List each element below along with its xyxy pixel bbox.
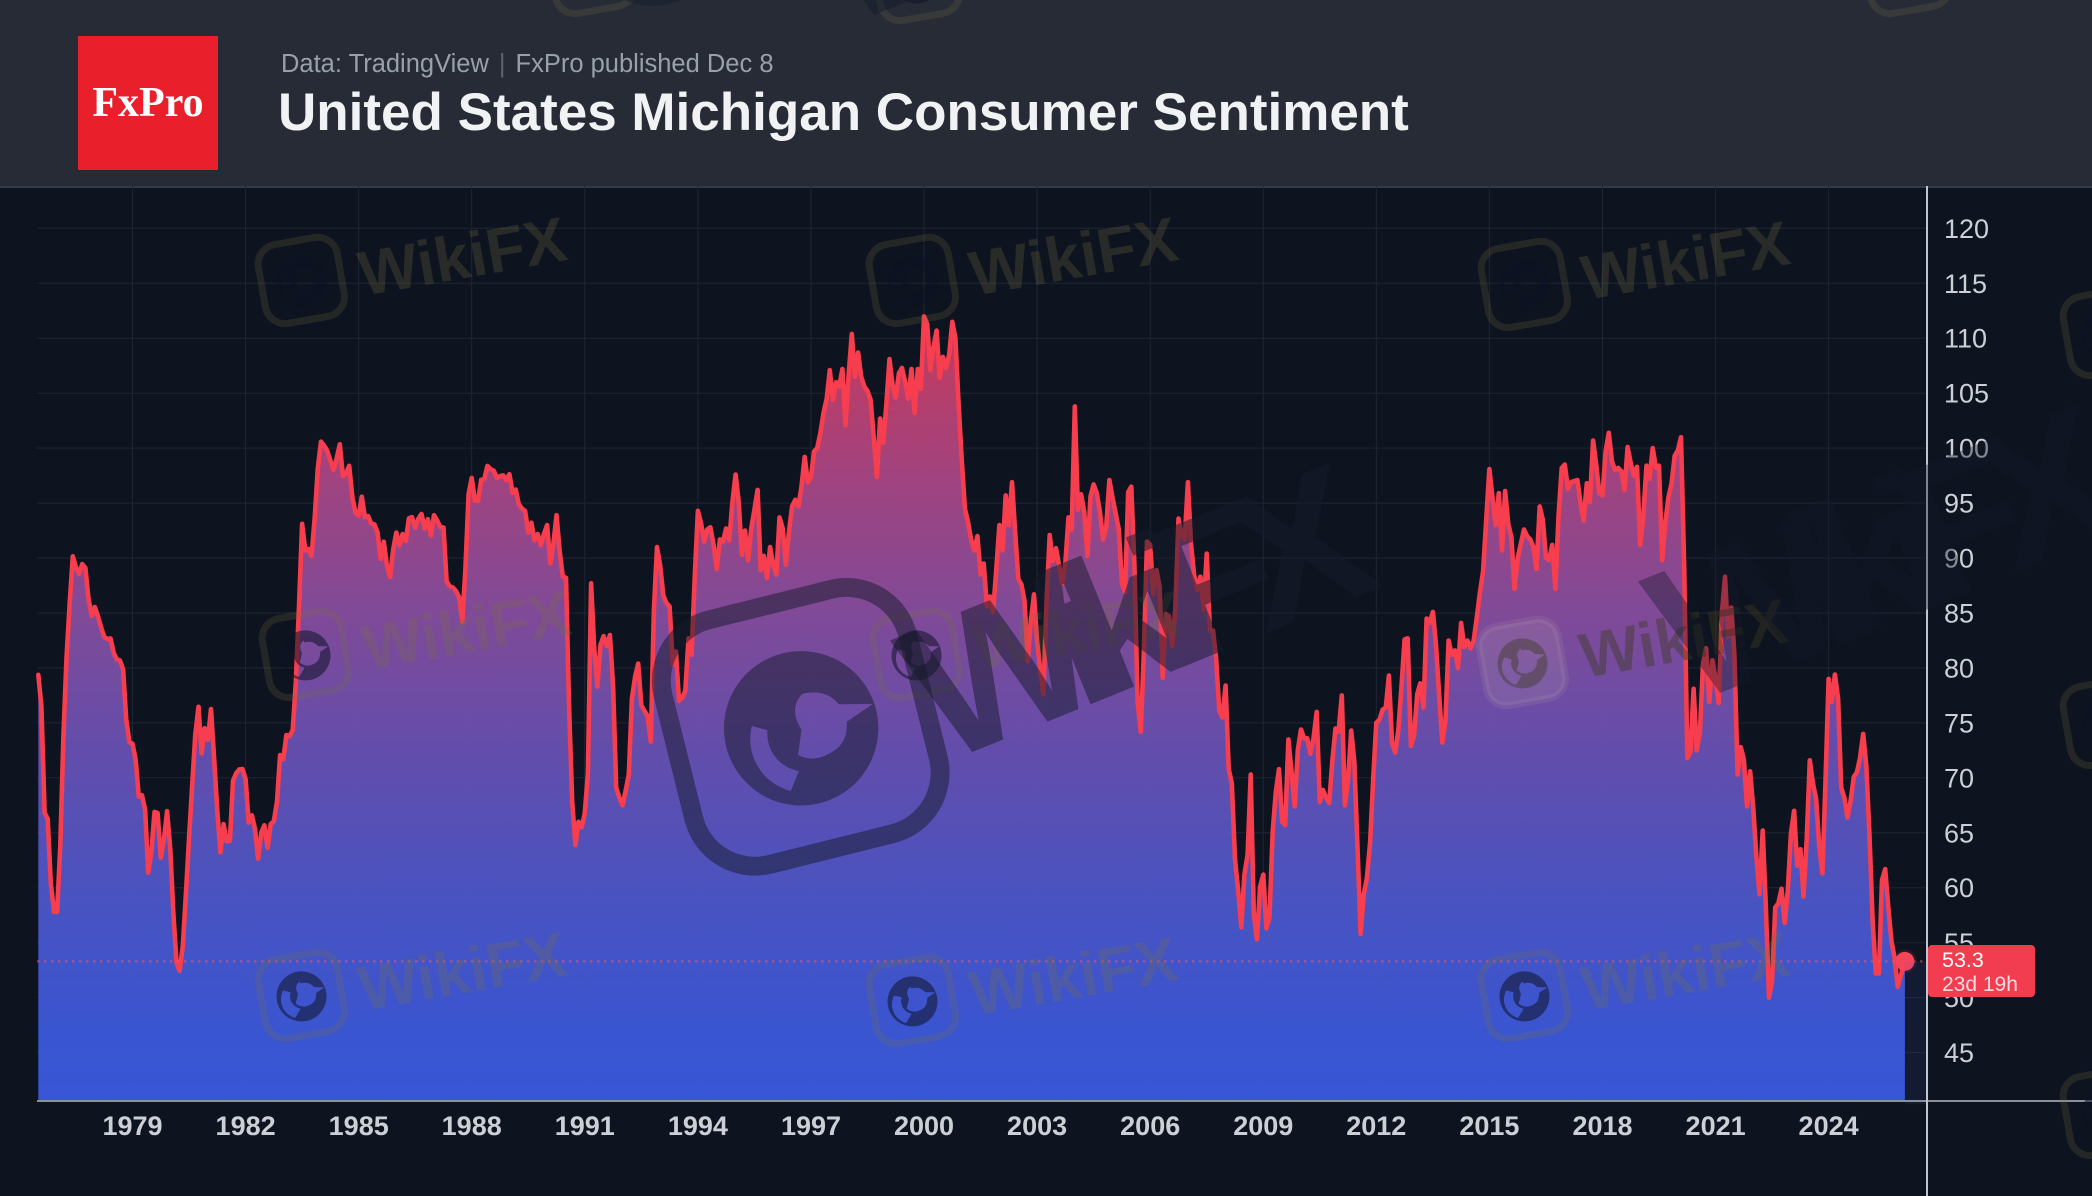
svg-text:75: 75 <box>1944 708 1974 738</box>
svg-text:WikiFX: WikiFX <box>776 0 1303 67</box>
svg-text:1988: 1988 <box>442 1111 502 1141</box>
svg-text:WikiFX: WikiFX <box>1622 363 2092 745</box>
svg-text:80: 80 <box>1944 653 1974 683</box>
svg-text:2003: 2003 <box>1007 1111 1067 1141</box>
svg-text:2024: 2024 <box>1799 1111 1859 1141</box>
svg-text:90: 90 <box>1944 544 1974 574</box>
svg-text:23d 19h: 23d 19h <box>1942 973 2018 996</box>
svg-text:60: 60 <box>1944 873 1974 903</box>
svg-text:53.3: 53.3 <box>1942 948 1984 972</box>
svg-text:95: 95 <box>1944 489 1974 519</box>
svg-text:2015: 2015 <box>1459 1111 1519 1141</box>
svg-text:70: 70 <box>1944 763 1974 793</box>
svg-text:1994: 1994 <box>668 1111 728 1141</box>
svg-text:100: 100 <box>1944 434 1989 464</box>
svg-text:1997: 1997 <box>781 1111 841 1141</box>
svg-text:2012: 2012 <box>1346 1111 1406 1141</box>
svg-text:85: 85 <box>1944 599 1974 629</box>
svg-text:45: 45 <box>1944 1038 1974 1068</box>
svg-text:2021: 2021 <box>1686 1111 1746 1141</box>
svg-text:1991: 1991 <box>555 1111 615 1141</box>
svg-text:105: 105 <box>1944 379 1989 409</box>
svg-text:115: 115 <box>1944 269 1987 299</box>
svg-text:1982: 1982 <box>216 1111 276 1141</box>
svg-text:120: 120 <box>1944 214 1989 244</box>
svg-text:65: 65 <box>1944 818 1974 848</box>
svg-text:2009: 2009 <box>1233 1111 1293 1141</box>
svg-text:110: 110 <box>1944 324 1987 354</box>
svg-text:2018: 2018 <box>1572 1111 1632 1141</box>
svg-text:2006: 2006 <box>1120 1111 1180 1141</box>
svg-text:1979: 1979 <box>102 1111 162 1141</box>
svg-text:2000: 2000 <box>894 1111 954 1141</box>
svg-text:1985: 1985 <box>329 1111 389 1141</box>
